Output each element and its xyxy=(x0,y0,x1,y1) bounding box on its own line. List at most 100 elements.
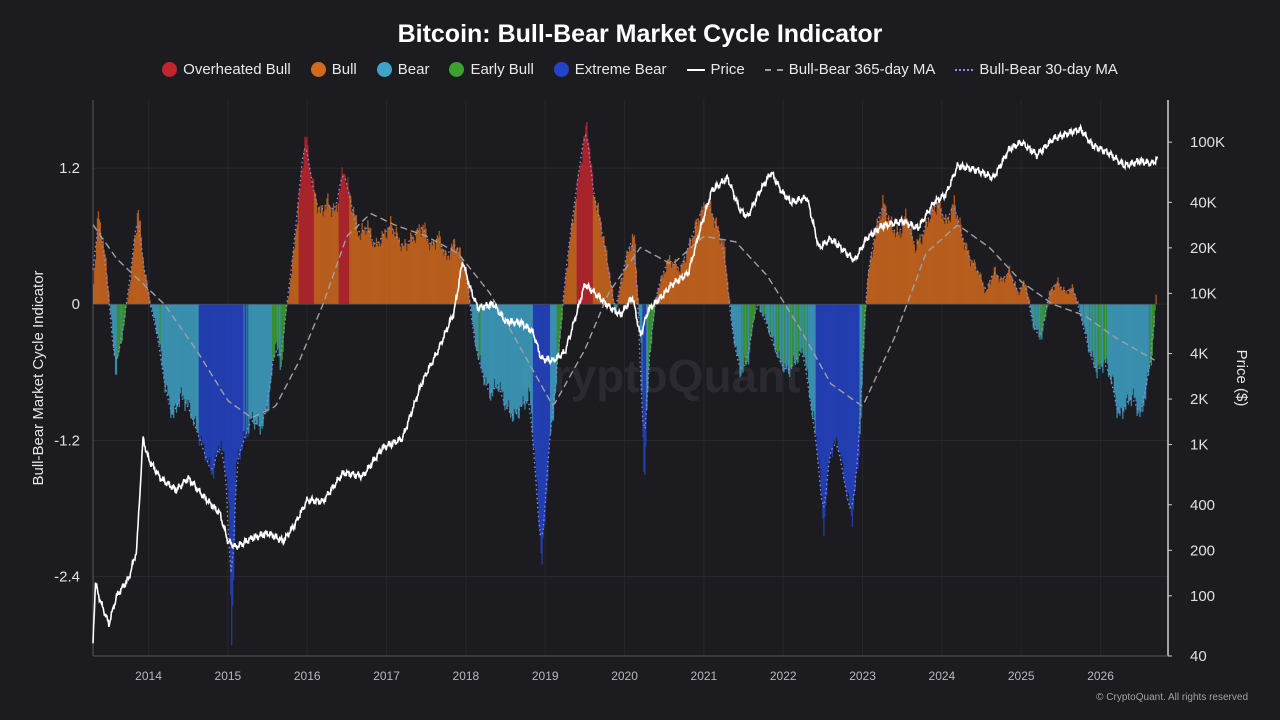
indicator-bar xyxy=(429,250,431,305)
indicator-bar xyxy=(556,304,558,365)
indicator-bar xyxy=(906,223,909,305)
indicator-bar xyxy=(239,304,241,460)
indicator-bar xyxy=(991,275,994,305)
indicator-bar xyxy=(682,264,684,305)
indicator-bar xyxy=(722,244,724,305)
indicator-bar xyxy=(804,304,806,357)
indicator-bar xyxy=(370,227,372,305)
indicator-bar xyxy=(643,304,645,473)
indicator-bar xyxy=(788,304,791,378)
indicator-bar xyxy=(863,304,865,350)
indicator-bar xyxy=(1014,281,1016,305)
indicator-bar xyxy=(690,245,693,305)
indicator-bar xyxy=(993,267,995,305)
indicator-bar xyxy=(1125,304,1128,399)
indicator-bar xyxy=(516,304,518,410)
indicator-bar xyxy=(191,304,193,419)
indicator-bar xyxy=(205,304,207,461)
indicator-bar xyxy=(898,235,900,305)
indicator-bar xyxy=(610,285,613,305)
indicator-bar xyxy=(660,276,662,305)
indicator-bar xyxy=(211,304,213,475)
indicator-bar xyxy=(565,275,567,305)
legend-label: Bull-Bear 30-day MA xyxy=(979,61,1118,78)
indicator-bar xyxy=(1111,304,1114,376)
indicator-bar xyxy=(954,205,956,305)
indicator-bar xyxy=(461,259,463,305)
indicator-bar xyxy=(1120,304,1122,408)
indicator-bar xyxy=(708,198,711,305)
indicator-bar xyxy=(125,304,127,308)
indicator-bar xyxy=(914,252,916,305)
indicator-bar xyxy=(410,234,413,305)
indicator-bar xyxy=(290,279,292,305)
indicator-bar xyxy=(713,227,716,305)
indicator-bar xyxy=(1148,304,1151,369)
indicator-bar xyxy=(639,304,641,332)
indicator-bar xyxy=(620,279,622,305)
indicator-bar xyxy=(589,148,591,305)
indicator-bar xyxy=(129,286,131,305)
indicator-bar xyxy=(1089,304,1092,354)
indicator-bar xyxy=(1068,288,1071,305)
indicator-bar xyxy=(1132,304,1134,389)
indicator-bar xyxy=(888,222,891,305)
indicator-bar xyxy=(150,304,152,307)
indicator-bar xyxy=(602,237,604,305)
indicator-bar xyxy=(637,297,639,305)
indicator-bar xyxy=(1122,304,1124,419)
indicator-bar xyxy=(368,227,370,305)
indicator-bar xyxy=(329,206,331,305)
indicator-bar xyxy=(678,271,680,305)
indicator-bar xyxy=(418,224,420,305)
indicator-bar xyxy=(769,304,772,333)
indicator-bar xyxy=(193,304,196,419)
indicator-bar xyxy=(773,304,776,347)
indicator-bar xyxy=(787,304,790,375)
indicator-bar xyxy=(183,304,185,400)
indicator-bar xyxy=(606,250,608,305)
indicator-bar xyxy=(528,304,530,388)
x-tick-label: 2016 xyxy=(294,669,321,683)
indicator-bar xyxy=(1127,304,1130,405)
indicator-bar xyxy=(232,304,234,606)
indicator-bar xyxy=(549,304,552,435)
indicator-bar xyxy=(1024,285,1026,305)
indicator-bar xyxy=(338,190,340,305)
indicator-bar xyxy=(810,304,813,410)
indicator-bar xyxy=(732,304,735,333)
indicator-bar xyxy=(300,173,302,305)
indicator-bar xyxy=(859,304,861,435)
indicator-bar xyxy=(1115,304,1117,404)
indicator-bar xyxy=(738,304,740,361)
indicator-bar xyxy=(118,304,121,352)
indicator-bar xyxy=(928,222,931,305)
indicator-bar xyxy=(949,222,952,305)
indicator-bar xyxy=(835,304,837,437)
indicator-bar xyxy=(1103,304,1105,364)
indicator-bar xyxy=(752,304,755,322)
indicator-bar xyxy=(1077,300,1079,305)
indicator-bar xyxy=(255,304,258,425)
indicator-bar xyxy=(380,243,382,305)
indicator-bar xyxy=(747,304,749,362)
indicator-bar xyxy=(869,259,872,305)
indicator-bar xyxy=(298,190,300,305)
indicator-bar xyxy=(337,203,340,305)
indicator-bar xyxy=(409,243,411,305)
indicator-bar xyxy=(916,238,918,305)
indicator-bar xyxy=(172,304,175,419)
indicator-bar xyxy=(341,167,343,305)
indicator-bar xyxy=(479,304,481,356)
indicator-bar xyxy=(1065,290,1068,305)
indicator-bar xyxy=(1030,304,1033,314)
indicator-bar xyxy=(649,304,652,352)
indicator-bar xyxy=(875,227,877,305)
indicator-bar xyxy=(130,280,132,305)
indicator-bar xyxy=(361,223,363,305)
indicator-bar xyxy=(288,296,290,305)
indicator-bar xyxy=(764,304,766,315)
indicator-bar xyxy=(1083,304,1085,324)
indicator-bar xyxy=(384,228,386,305)
indicator-bar xyxy=(253,304,256,430)
